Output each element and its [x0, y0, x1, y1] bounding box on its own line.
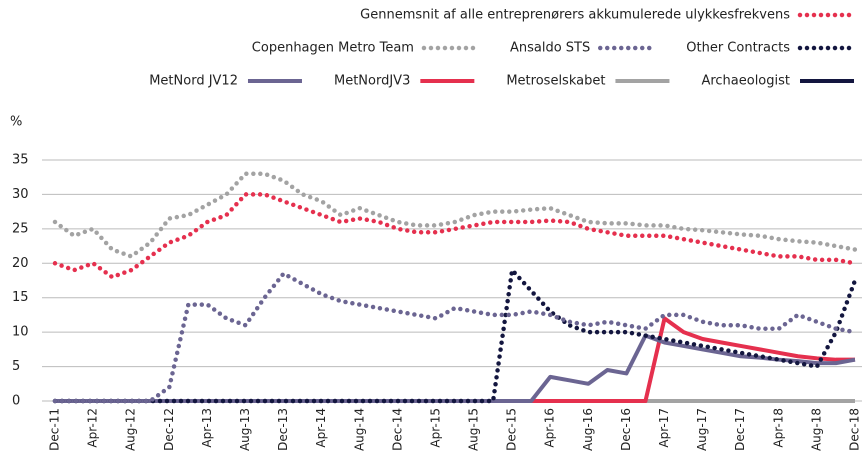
y-tick-label: 5: [12, 359, 20, 374]
x-tick-label: Dec-16: [619, 408, 633, 451]
x-tick-label: Dec-18: [848, 408, 862, 451]
x-tick-label: Aug-15: [467, 408, 481, 451]
legend-label: Metroselskabet: [506, 74, 605, 89]
y-tick-label: 35: [12, 153, 29, 168]
x-tick-label: Aug-12: [124, 408, 138, 451]
series-line: [52, 171, 858, 259]
x-tick-label: Aug-18: [809, 408, 823, 451]
x-tick-label: Aug-17: [695, 408, 709, 451]
y-tick-label: 25: [12, 221, 29, 236]
legend-label: Ansaldo STS: [510, 41, 590, 56]
y-tick-label: 10: [12, 325, 29, 340]
y-tick-label: 15: [12, 290, 29, 305]
y-tick-label: 20: [12, 256, 29, 271]
x-tick-label: Dec-15: [505, 408, 519, 451]
x-tick-label: Dec-11: [48, 408, 62, 451]
x-tick-label: Dec-17: [733, 408, 747, 451]
y-axis-label: %: [10, 115, 22, 130]
y-tick-label: 30: [12, 187, 29, 202]
series-line: [52, 192, 858, 280]
y-tick-label: 0: [12, 394, 20, 409]
legend-label: MetNord JV12: [149, 74, 238, 89]
series-line: [52, 271, 858, 404]
x-tick-label: Aug-14: [352, 408, 366, 451]
x-tick-label: Apr-16: [543, 408, 557, 448]
x-tick-label: Apr-14: [314, 408, 328, 448]
legend-label: MetNordJV3: [334, 74, 410, 89]
x-tick-label: Aug-16: [581, 408, 595, 451]
x-tick-label: Dec-12: [162, 408, 176, 451]
x-tick-label: Apr-18: [771, 408, 785, 448]
x-tick-label: Aug-13: [238, 408, 252, 451]
x-tick-label: Apr-17: [657, 408, 671, 448]
legend-label: Gennemsnit af alle entreprenørers akkumu…: [360, 8, 790, 23]
legend-label: Archaeologist: [701, 74, 790, 89]
legend-label: Other Contracts: [686, 41, 790, 56]
x-tick-label: Apr-12: [86, 408, 100, 448]
x-tick-label: Apr-13: [200, 408, 214, 448]
legend-label: Copenhagen Metro Team: [252, 41, 414, 56]
x-tick-label: Dec-14: [390, 408, 404, 451]
x-tick-label: Dec-13: [276, 408, 290, 451]
series-line: [52, 267, 858, 404]
x-tick-label: Apr-15: [428, 408, 442, 448]
